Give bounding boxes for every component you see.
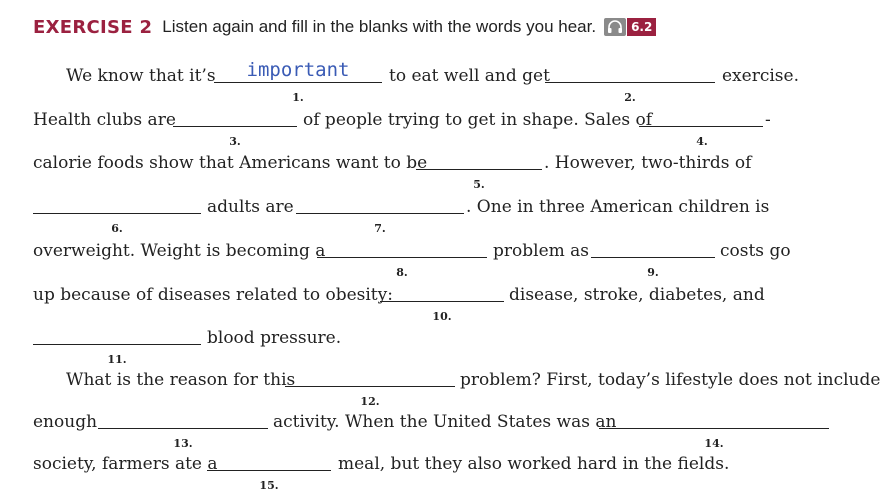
passage-line-4: 6. adults are 7. . One in three American…	[0, 195, 894, 235]
blank-number: 14.	[704, 437, 724, 450]
blank-13[interactable]	[98, 416, 268, 429]
passage-text: blood pressure.	[207, 328, 342, 348]
blank-3[interactable]	[173, 114, 297, 127]
passage-text: disease, stroke, diabetes, and	[509, 285, 765, 305]
blank-5[interactable]	[416, 157, 542, 170]
passage-text: overweight. Weight is becoming a	[33, 241, 326, 261]
blank-number: 8.	[396, 266, 408, 279]
passage-line-1: We know that it’s important 1. to eat we…	[0, 59, 894, 104]
blank-number: 5.	[473, 178, 485, 191]
passage-text: problem? First, today’s lifestyle does n…	[460, 370, 881, 390]
passage-text: activity. When the United States was an	[273, 412, 617, 432]
blank-1[interactable]: important	[214, 59, 382, 83]
blank-15[interactable]	[207, 458, 331, 471]
passage-text: to eat well and get	[389, 66, 550, 86]
passage-text: calorie foods show that Americans want t…	[33, 153, 428, 173]
passage-line-9: enough 13. activity. When the United Sta…	[0, 410, 894, 450]
blank-6[interactable]	[33, 201, 201, 214]
blank-7[interactable]	[296, 201, 464, 214]
exercise-instruction: Listen again and fill in the blanks with…	[162, 17, 597, 36]
passage-text: Health clubs are	[33, 110, 176, 130]
audio-track-number: 6.2	[627, 18, 657, 36]
blank-number: 10.	[432, 310, 452, 323]
audio-button[interactable]: 6.2	[604, 18, 657, 36]
blank-12[interactable]	[285, 374, 455, 387]
blank-number: 12.	[360, 395, 380, 408]
passage-line-10: society, farmers ate a 15. meal, but the…	[0, 452, 894, 492]
passage-text: enough	[33, 412, 98, 432]
passage-text: of people trying to get in shape. Sales …	[303, 110, 653, 130]
passage-text: -	[765, 110, 771, 130]
passage-text: . One in three American children is	[466, 197, 770, 217]
blank-number: 2.	[624, 91, 636, 104]
blank-11[interactable]	[33, 332, 201, 345]
passage-line-8: What is the reason for this 12. problem?…	[0, 368, 894, 408]
blank-8[interactable]	[317, 245, 487, 258]
blank-14[interactable]	[599, 416, 829, 429]
passage-text: society, farmers ate a	[33, 454, 218, 474]
blank-number: 13.	[173, 437, 193, 450]
blank-number: 7.	[374, 222, 386, 235]
blank-10[interactable]	[380, 289, 504, 302]
passage-line-3: calorie foods show that Americans want t…	[0, 151, 894, 191]
exercise-heading: EXERCISE 2 Listen again and fill in the …	[33, 14, 657, 40]
passage-line-7: 11. blood pressure.	[0, 326, 894, 366]
passage-text: costs go	[720, 241, 791, 261]
blank-9[interactable]	[591, 245, 715, 258]
blank-number: 4.	[696, 135, 708, 148]
blank-number: 9.	[647, 266, 659, 279]
passage-text: adults are	[207, 197, 294, 217]
passage-line-5: overweight. Weight is becoming a 8. prob…	[0, 239, 894, 279]
headphones-icon	[604, 18, 627, 36]
passage-text: . However, two-thirds of	[544, 153, 752, 173]
blank-number: 11.	[107, 353, 127, 366]
blank-2[interactable]	[545, 70, 715, 83]
passage-text: We know that it’s	[66, 66, 216, 86]
blank-number: 1.	[292, 91, 304, 104]
blank-number: 6.	[111, 222, 123, 235]
exercise-label: EXERCISE 2	[33, 16, 153, 38]
blank-number: 15.	[259, 479, 279, 492]
passage-text: exercise.	[722, 66, 799, 86]
passage-line-6: up because of diseases related to obesit…	[0, 283, 894, 323]
passage-text: What is the reason for this	[66, 370, 296, 390]
passage-text: up because of diseases related to obesit…	[33, 285, 393, 305]
passage-text: meal, but they also worked hard in the f…	[338, 454, 730, 474]
answer-1: important	[246, 59, 350, 81]
passage-line-2: Health clubs are 3. of people trying to …	[0, 108, 894, 148]
blank-4[interactable]	[639, 114, 763, 127]
passage-text: problem as	[493, 241, 590, 261]
blank-number: 3.	[229, 135, 241, 148]
